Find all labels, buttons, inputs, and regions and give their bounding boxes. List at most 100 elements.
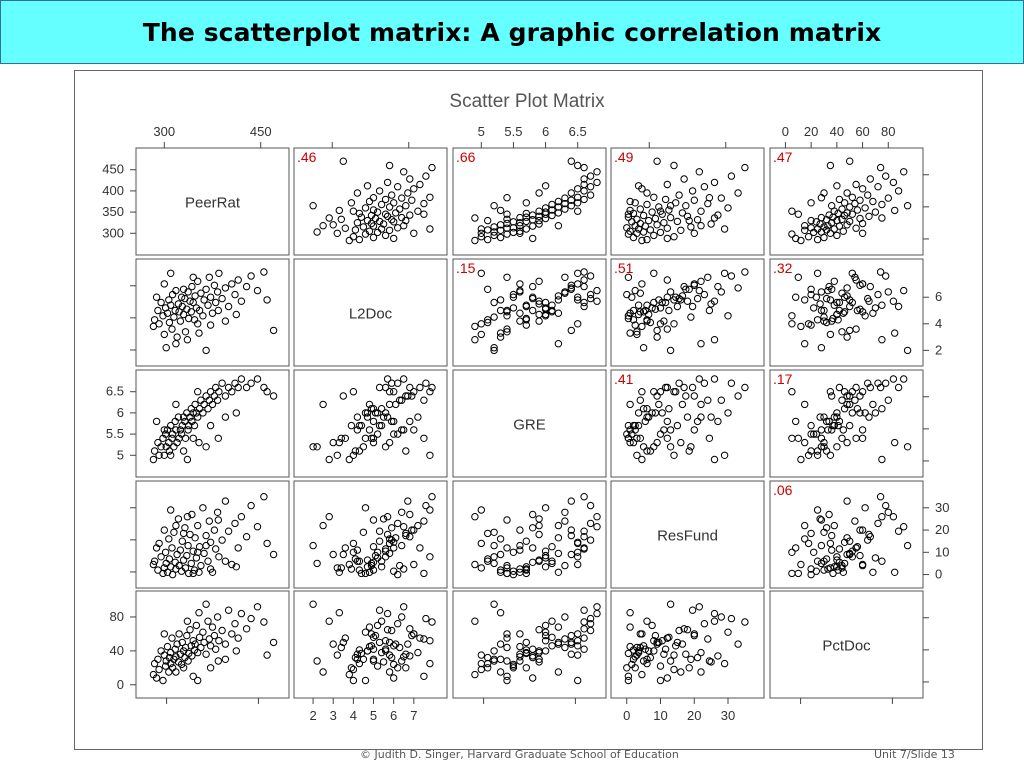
scatter-point [643, 405, 651, 413]
scatter-point [234, 544, 242, 552]
scatter-point [535, 530, 543, 539]
scatter-point [361, 409, 370, 417]
scatter-point [369, 405, 378, 413]
scatter-point [373, 430, 382, 438]
scatter-point [810, 548, 818, 556]
scatter-point [214, 516, 223, 524]
scatter-point [522, 646, 530, 654]
scatter-point [574, 651, 582, 659]
scatter-point [477, 564, 485, 572]
scatter-point [347, 664, 356, 672]
scatter-point [160, 280, 169, 288]
scatter-point [420, 396, 428, 404]
scatter-point [629, 316, 638, 324]
axis-tick-label: 0 [117, 677, 124, 692]
scatter-point [204, 617, 212, 625]
scatter-point [828, 392, 836, 400]
scatter-point [208, 400, 217, 409]
scatter-point [866, 383, 874, 392]
scatter-point [189, 409, 197, 417]
scatter-point [194, 388, 202, 396]
scatter-point [195, 438, 203, 447]
scatter-point [807, 216, 815, 225]
variable-label: PeerRat [185, 195, 241, 212]
scatter-point [341, 434, 349, 442]
scatter-point [734, 189, 742, 197]
scatter-point [471, 236, 479, 245]
scatter-point [385, 438, 394, 447]
scatter-point [253, 286, 262, 295]
scatter-point [224, 606, 233, 614]
scatter-point [678, 640, 687, 648]
scatter-point [788, 230, 796, 238]
scatter-point [720, 659, 729, 668]
scatter-point [700, 620, 709, 628]
scatter-point [580, 618, 588, 626]
scatter-point [567, 202, 575, 210]
scatter-point [852, 224, 860, 232]
scatter-point [149, 455, 158, 464]
scatter-point [529, 306, 537, 315]
scatter-point [856, 214, 864, 223]
scatter-point [665, 306, 673, 315]
scatter-point [720, 269, 729, 278]
scatter-point [580, 606, 588, 614]
scatter-point [522, 537, 530, 545]
scatter-point [503, 210, 511, 218]
scatter-point [503, 657, 511, 665]
scatter-point [643, 655, 651, 663]
scatter-point [347, 565, 356, 573]
scatter-point [838, 205, 846, 213]
scatter-point [408, 526, 416, 534]
scatter-point [900, 286, 908, 295]
scatter-point [554, 623, 563, 631]
scatter-point [710, 178, 719, 187]
scatter-point [161, 548, 170, 556]
scatter-point [651, 305, 660, 313]
scatter-point [353, 655, 362, 663]
scatter-point [884, 396, 892, 404]
scatter-point [516, 229, 524, 238]
scatter-point [383, 626, 392, 634]
scatter-point [891, 568, 899, 576]
scatter-point [385, 400, 394, 409]
scatter-point [416, 544, 424, 552]
scatter-point [377, 200, 386, 209]
correlation-value: .15 [456, 260, 476, 276]
scatter-point [574, 548, 582, 556]
scatter-point [825, 510, 833, 519]
scatter-point [580, 634, 588, 642]
scatter-point [801, 438, 809, 447]
scatter-point [496, 233, 505, 242]
scatter-point [675, 294, 683, 303]
scatter-point [398, 426, 406, 434]
scatter-point [724, 628, 732, 636]
scatter-point [697, 207, 705, 215]
scatter-point [865, 212, 873, 221]
scatter-point [349, 207, 358, 215]
scatter-point [843, 438, 851, 447]
scatter-point [834, 316, 842, 324]
scatter-point [194, 521, 202, 530]
scatter-point [214, 306, 223, 315]
scatter-point [792, 544, 800, 552]
scatter-point [535, 220, 543, 228]
scatter-point [561, 288, 569, 296]
scatter-point [477, 330, 485, 339]
scatter-point [375, 421, 384, 430]
scatter-point [834, 209, 842, 218]
scatter-point [801, 521, 809, 530]
scatter-point [727, 172, 736, 180]
scatter-point [335, 206, 343, 215]
scatter-point [666, 600, 675, 608]
scatter-point [503, 634, 511, 642]
scatter-point [878, 405, 886, 413]
scatter-point [801, 535, 809, 543]
scatter-point [422, 379, 430, 387]
scatter-point [215, 269, 223, 278]
scatter-point [333, 451, 341, 459]
scatter-point [426, 388, 434, 396]
scatter-panel [135, 147, 290, 256]
scatter-point [509, 218, 518, 226]
scatter-point [633, 434, 641, 442]
